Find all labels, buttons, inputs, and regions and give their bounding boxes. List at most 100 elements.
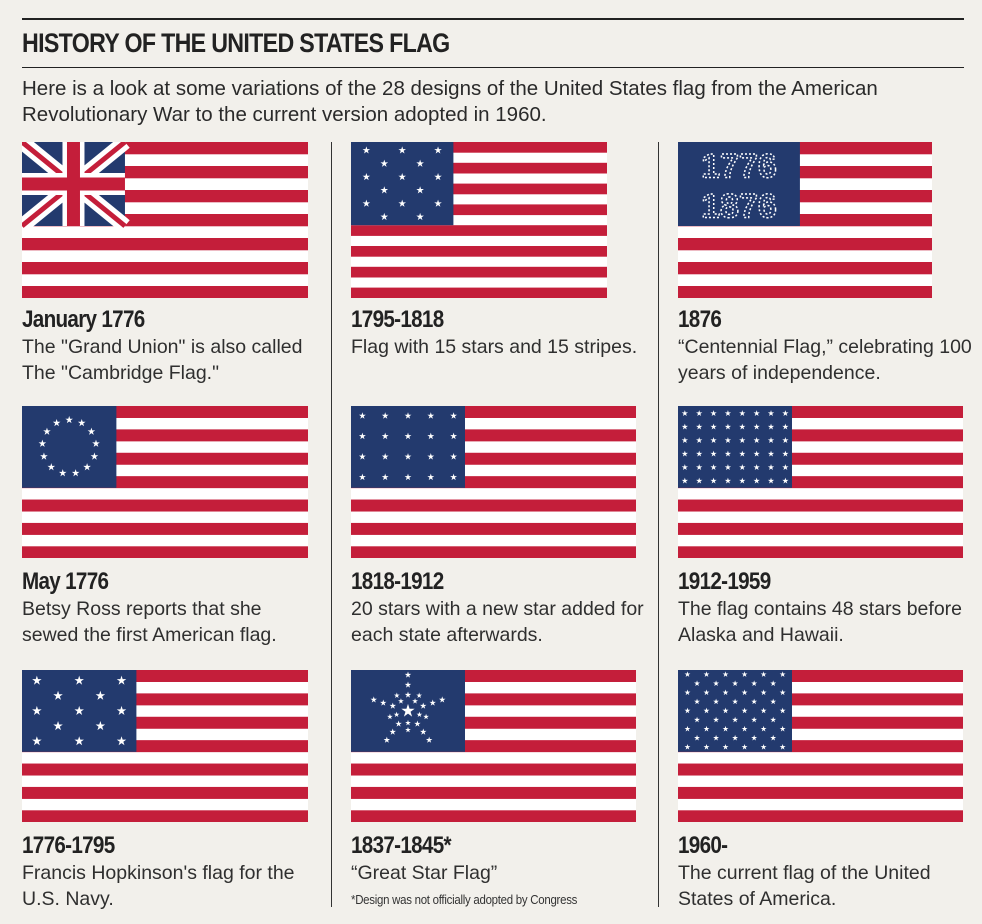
flag-description: The "Grand Union" is also called The "Ca…: [22, 336, 303, 384]
star-icon: [751, 698, 758, 705]
star-icon: [32, 736, 42, 746]
star-icon: [713, 734, 720, 741]
canton-group: [678, 406, 792, 488]
star-icon: [53, 721, 63, 731]
canton-group: [351, 142, 454, 226]
star-icon: [770, 716, 777, 723]
red-stripe: [678, 546, 963, 558]
star-icon: [370, 696, 377, 703]
star-icon: [741, 744, 748, 750]
star-icon: [724, 477, 732, 484]
column-divider: [331, 142, 332, 907]
star-icon: [760, 744, 767, 750]
star-icon: [405, 726, 411, 733]
star-icon: [753, 464, 760, 471]
star-icon: [751, 734, 758, 741]
star-icon: [732, 698, 739, 705]
flag-description: The current flag of the United States of…: [678, 862, 931, 910]
star-icon: [95, 721, 106, 731]
star-icon: [398, 172, 406, 181]
flag-description: Francis Hopkinson's flag for the U.S. Na…: [22, 862, 295, 910]
star-icon: [684, 689, 691, 696]
red-stripe: [351, 142, 607, 153]
title-rule: [22, 67, 964, 68]
star-icon: [358, 432, 366, 440]
star-icon: [732, 734, 739, 741]
star-icon: [753, 437, 760, 444]
red-stripe: [351, 406, 636, 418]
star-icon: [782, 410, 789, 417]
red-stripe: [678, 429, 963, 442]
star-icon: [77, 419, 86, 427]
red-stripe: [351, 225, 607, 236]
red-stripe: [22, 429, 308, 442]
star-icon: [694, 698, 700, 705]
canton: [678, 142, 800, 226]
red-stripe: [678, 716, 963, 729]
star-icon: [416, 711, 423, 718]
star-icon: [38, 439, 47, 447]
fifteen-star-flag: [351, 142, 607, 298]
star-icon: [703, 689, 710, 696]
red-stripe: [351, 266, 607, 278]
star-icon: [380, 212, 389, 221]
star-icon: [681, 423, 688, 430]
flag-item-15-stars: [351, 142, 607, 298]
canton-group: [22, 142, 130, 232]
red-stripe: [22, 286, 308, 298]
star-icon: [694, 716, 700, 723]
red-stripe: [351, 162, 607, 174]
red-stripe: [351, 522, 636, 535]
star-icon: [696, 410, 703, 417]
red-stripe: [22, 786, 308, 799]
star-icon: [767, 423, 775, 430]
star-icon: [53, 690, 63, 700]
star-icon: [684, 707, 691, 714]
star-icon: [358, 412, 366, 419]
star-icon: [393, 692, 400, 698]
star-icon: [450, 432, 458, 440]
star-icon: [116, 705, 127, 715]
star-icon: [414, 720, 421, 727]
star-icon: [362, 146, 371, 154]
star-icon: [362, 172, 371, 181]
star-icon: [696, 450, 703, 457]
red-stripe: [351, 183, 607, 195]
star-icon: [753, 410, 760, 417]
star-icon: [760, 725, 767, 732]
star-icon: [398, 698, 404, 704]
star-icon: [722, 744, 729, 750]
footnote: *Design was not officially adopted by Co…: [351, 892, 578, 907]
star-icon: [398, 146, 406, 154]
canton-group: [22, 670, 137, 752]
star-icon: [380, 699, 387, 706]
star-icon: [450, 412, 458, 419]
star-icon: [92, 439, 100, 447]
star-icon: [681, 477, 688, 484]
red-stripe: [351, 287, 607, 298]
star-icon: [404, 453, 412, 460]
year-1876-stars: 1876: [701, 188, 777, 226]
canton-group: [678, 670, 792, 752]
red-stripe: [678, 238, 932, 251]
star-icon: [710, 410, 717, 417]
star-icon: [703, 707, 710, 714]
flag-item-betsy-ross: [22, 406, 308, 558]
red-stripe: [351, 740, 636, 753]
red-stripe: [351, 693, 636, 706]
star-icon: [713, 698, 720, 705]
red-stripe: [351, 204, 607, 216]
star-icon: [681, 464, 688, 471]
red-stripe: [678, 522, 963, 535]
star-icon: [65, 415, 73, 424]
red-stripe: [22, 546, 308, 558]
star-icon: [770, 680, 777, 687]
flag-description: “Great Star Flag”: [351, 862, 498, 884]
star-icon: [381, 453, 389, 460]
flag-description: “Centennial Flag,” celebrating 100 years…: [678, 336, 972, 384]
star-icon: [74, 736, 84, 746]
canton-group: [22, 406, 117, 488]
star-icon: [739, 437, 746, 444]
red-stripe: [351, 476, 636, 489]
star-icon: [362, 199, 371, 207]
